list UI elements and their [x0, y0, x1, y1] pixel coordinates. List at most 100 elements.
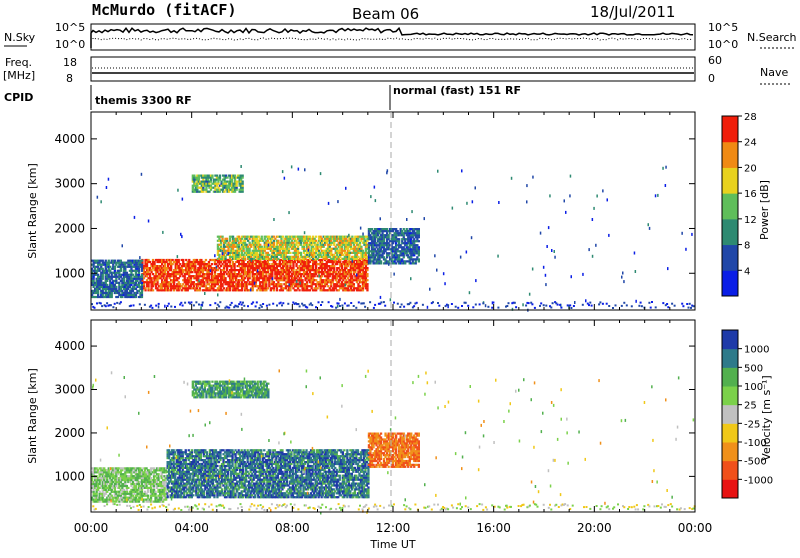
heatmap-cell — [113, 284, 115, 287]
heatmap-cell — [190, 277, 192, 279]
heatmap-cell — [280, 302, 282, 304]
heatmap-cell — [588, 304, 590, 306]
heatmap-cell — [214, 285, 216, 287]
heatmap-cell — [304, 168, 306, 171]
heatmap-cell — [288, 248, 290, 250]
heatmap-cell — [356, 254, 358, 256]
heatmap-cell — [99, 481, 101, 483]
heatmap-cell — [596, 195, 598, 198]
heatmap-cell — [97, 266, 99, 268]
heatmap-cell — [363, 302, 365, 304]
heatmap-cell — [256, 252, 258, 254]
heatmap-cell — [395, 252, 397, 254]
heatmap-cell — [297, 303, 299, 305]
heatmap-cell — [268, 304, 270, 306]
heatmap-cell — [115, 264, 117, 266]
heatmap-cell — [268, 281, 270, 283]
heatmap-cell — [214, 271, 216, 273]
heatmap-cell — [299, 282, 301, 285]
heatmap-cell — [118, 272, 120, 274]
heatmap-cell — [179, 287, 181, 289]
heatmap-cell — [99, 501, 101, 503]
heatmap-cell — [210, 181, 212, 183]
heatmap-cell — [100, 280, 102, 282]
heatmap-cell — [357, 240, 359, 242]
heatmap-cell — [218, 267, 220, 269]
heatmap-cell — [268, 279, 270, 281]
heatmap-cell — [153, 261, 155, 263]
heatmap-cell — [102, 491, 104, 493]
heatmap-cell — [105, 305, 107, 307]
heatmap-cell — [374, 256, 376, 258]
heatmap-cell — [148, 479, 150, 481]
heatmap-cell — [121, 290, 123, 292]
heatmap-cell — [591, 305, 593, 307]
heatmap-cell — [388, 242, 390, 244]
heatmap-cell — [227, 242, 229, 244]
heatmap-cell — [412, 236, 414, 238]
heatmap-cell — [265, 281, 267, 283]
heatmap-cell — [315, 236, 317, 238]
heatmap-cell — [120, 270, 122, 272]
heatmap-cell — [233, 263, 235, 265]
heatmap-cell — [386, 232, 388, 234]
heatmap-cell — [365, 281, 367, 283]
heatmap-cell — [118, 491, 120, 493]
heatmap-cell — [135, 485, 137, 487]
heatmap-cell — [175, 275, 177, 277]
heatmap-cell — [219, 179, 221, 181]
heatmap-cell — [345, 187, 347, 190]
heatmap-cell — [115, 288, 117, 290]
heatmap-cell — [105, 493, 107, 495]
heatmap-cell — [369, 258, 371, 260]
heatmap-cell — [300, 242, 302, 244]
heatmap-cell — [93, 491, 95, 493]
heatmap-cell — [141, 483, 143, 485]
heatmap-cell — [292, 267, 294, 269]
heatmap-cell — [314, 238, 316, 240]
heatmap-cell — [112, 306, 114, 308]
heatmap-cell — [297, 275, 299, 277]
heatmap-cell — [631, 305, 633, 307]
velocity-data-cells — [91, 369, 696, 514]
heatmap-cell — [306, 271, 308, 273]
heatmap-cell — [244, 267, 246, 269]
heatmap-cell — [220, 246, 222, 248]
heatmap-cell — [338, 258, 340, 260]
heatmap-cell — [218, 305, 220, 307]
heatmap-cell — [333, 254, 335, 256]
heatmap-cell — [279, 250, 281, 252]
heatmap-cell — [320, 236, 322, 238]
heatmap-cell — [292, 281, 294, 283]
heatmap-cell — [124, 264, 126, 266]
heatmap-cell — [150, 279, 152, 281]
heatmap-cell — [195, 301, 197, 303]
heatmap-cell — [411, 210, 413, 213]
heatmap-cell — [337, 305, 339, 308]
heatmap-cell — [238, 236, 240, 238]
heatmap-cell — [403, 234, 405, 236]
heatmap-cell — [529, 293, 531, 296]
heatmap-cell — [545, 274, 547, 277]
heatmap-cell — [135, 288, 137, 290]
heatmap-cell — [108, 469, 110, 471]
heatmap-cell — [115, 278, 117, 280]
heatmap-cell — [249, 275, 251, 277]
heatmap-cell — [238, 303, 240, 305]
heatmap-cell — [315, 289, 317, 291]
heatmap-cell — [546, 245, 548, 248]
noise-sky-label: N.Sky — [4, 31, 36, 44]
heatmap-cell — [196, 259, 198, 261]
heatmap-cell — [112, 481, 114, 483]
heatmap-cell — [138, 284, 140, 286]
heatmap-cell — [229, 304, 231, 306]
heatmap-cell — [205, 187, 207, 189]
heatmap-cell — [282, 170, 284, 173]
heatmap-cell — [333, 242, 335, 244]
heatmap-cell — [141, 282, 143, 284]
heatmap-cell — [321, 275, 323, 277]
cpid-mode-1: themis 3300 RF — [95, 94, 192, 107]
heatmap-cell — [451, 303, 453, 305]
heatmap-cell — [534, 307, 536, 309]
heatmap-cell — [344, 277, 346, 279]
